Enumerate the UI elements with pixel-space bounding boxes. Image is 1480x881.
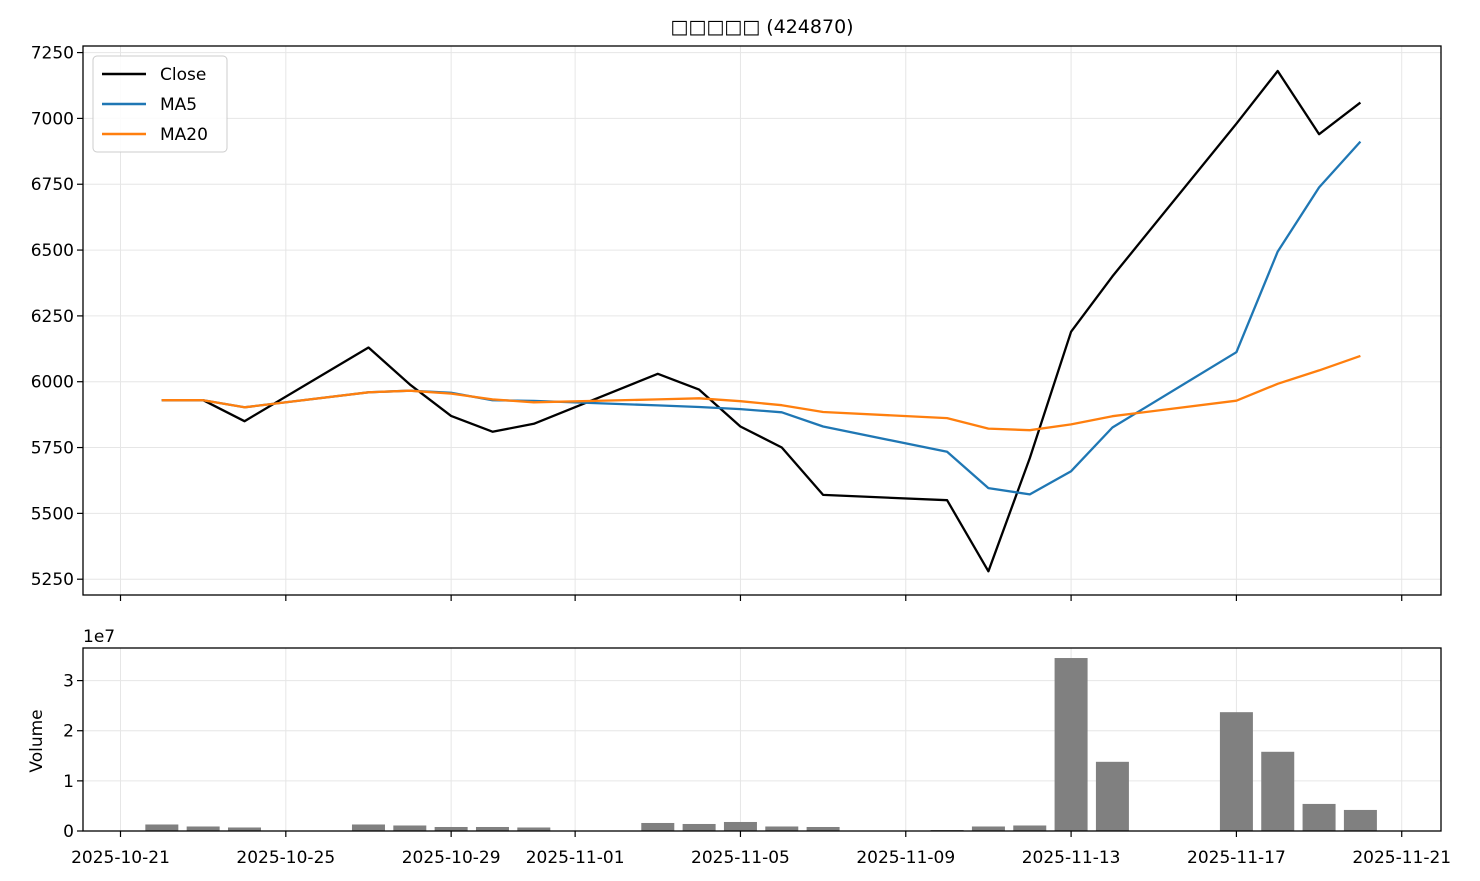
- price-ytick-label: 6000: [31, 373, 74, 393]
- volume-bar: [1095, 761, 1129, 831]
- volume-offset-text: 1e7: [83, 627, 115, 647]
- volume-bar: [723, 821, 757, 831]
- price-axes: 5250 5500 5750 6000 6250 6500 6750 7000 7250: [31, 44, 1442, 601]
- price-axes-frame: [82, 45, 1442, 596]
- volume-bar: [1013, 825, 1047, 831]
- volume-axes: 0 1 2 3 2025-10-21 2025-10-25 2025-10-29 2025-1…: [63, 647, 1451, 868]
- volume-bar: [765, 826, 799, 831]
- volume-bar: [186, 826, 220, 831]
- volume-bar: [1261, 751, 1295, 831]
- volume-bar: [682, 823, 716, 831]
- series-line-ma20: [161, 354, 1361, 432]
- series-line-ma5: [161, 140, 1362, 496]
- xtick-label: 2025-11-09: [856, 848, 955, 868]
- price-ytick-label: 5250: [31, 570, 74, 590]
- volume-ytick-label: 0: [63, 822, 74, 842]
- xtick-label: 2025-10-25: [236, 848, 335, 868]
- volume-bar: [1054, 658, 1088, 831]
- volume-bar: [434, 826, 468, 831]
- price-ytick-label: 6500: [31, 241, 74, 261]
- volume-bar: [1343, 809, 1377, 831]
- legend-label-ma20: MA20: [160, 125, 208, 145]
- legend: Close MA5 MA20: [92, 55, 228, 153]
- volume-bar: [1302, 803, 1336, 831]
- xtick-label: 2025-10-21: [71, 848, 170, 868]
- volume-bar: [806, 826, 840, 831]
- xtick-label: 2025-10-29: [402, 848, 501, 868]
- volume-bar: [971, 826, 1005, 831]
- volume-axis-label: Volume: [27, 709, 47, 772]
- volume-ytick-label: 2: [63, 722, 74, 742]
- volume-axes-frame: [82, 647, 1442, 832]
- xtick-label: 2025-11-13: [1022, 848, 1121, 868]
- volume-bar: [517, 827, 551, 831]
- volume-bar: [145, 824, 179, 831]
- xtick-label: 2025-11-21: [1352, 848, 1451, 868]
- price-ytick-label: 7000: [31, 109, 74, 129]
- volume-bar: [641, 822, 675, 831]
- price-ytick-label: 6250: [31, 307, 74, 327]
- xtick-label: 2025-11-05: [691, 848, 790, 868]
- price-ytick-label: 5500: [31, 504, 74, 524]
- price-ytick-label: 6750: [31, 175, 74, 195]
- xtick-label: 2025-11-17: [1187, 848, 1286, 868]
- chart-title: □□□□□ (424870): [670, 16, 853, 38]
- legend-label-close: Close: [160, 65, 206, 85]
- volume-bar: [475, 826, 509, 831]
- xtick-label: 2025-11-01: [526, 848, 625, 868]
- volume-bar: [393, 825, 427, 831]
- volume-bar: [1219, 712, 1253, 831]
- price-ytick-label: 5750: [31, 439, 74, 459]
- volume-bar: [227, 827, 261, 831]
- volume-ytick-label: 3: [63, 672, 74, 692]
- volume-ytick-label: 1: [63, 772, 74, 792]
- volume-bar: [351, 824, 385, 831]
- price-ytick-label: 7250: [31, 44, 74, 64]
- legend-label-ma5: MA5: [160, 95, 197, 115]
- series-line-close: [161, 69, 1362, 573]
